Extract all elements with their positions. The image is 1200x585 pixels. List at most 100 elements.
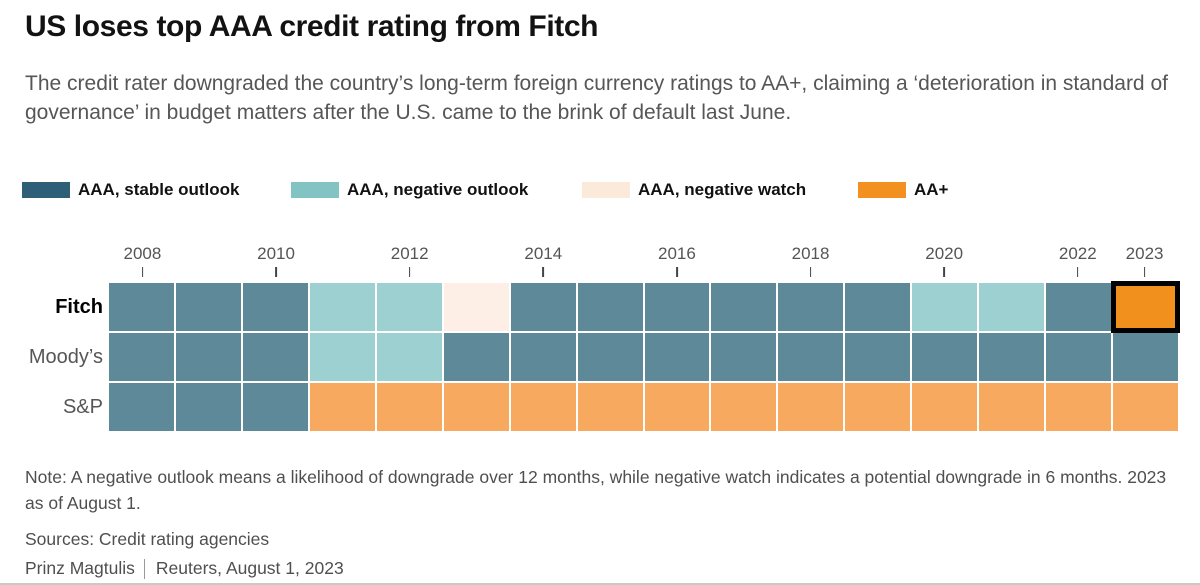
year-label-2023: 2023 xyxy=(1125,244,1164,263)
rating-timeline-heatmap: 2008 2010 2012 2014 2016 2018 2020 2022 2023 Fit… xyxy=(0,240,1200,440)
tick-mark-2012 xyxy=(408,267,411,277)
legend-label-negative-watch: AAA, negative watch xyxy=(638,180,807,199)
rating-cell-sp-2016 xyxy=(644,383,710,431)
rating-cell-fitch-2019 xyxy=(845,283,911,331)
rating-cell-moodys-2023 xyxy=(1113,333,1178,381)
year-label-2010: 2010 xyxy=(257,244,295,263)
tick-mark-2022 xyxy=(1077,267,1079,277)
rating-cell-fitch-2014 xyxy=(510,283,576,331)
year-label-2012: 2012 xyxy=(390,244,429,263)
rating-cell-sp-2012 xyxy=(376,383,442,431)
rating-cell-sp-2014 xyxy=(510,383,576,431)
rating-cell-sp-2015 xyxy=(577,383,643,431)
rating-cell-fitch-2013 xyxy=(443,283,509,331)
rating-cell-moodys-2018 xyxy=(778,333,844,381)
rating-cell-fitch-2012 xyxy=(376,283,442,331)
rating-cell-sp-2009 xyxy=(175,383,241,431)
page-subtitle: The credit rater downgraded the country’… xyxy=(25,72,1168,124)
tick-mark-2020 xyxy=(943,267,945,277)
year-label-2022: 2022 xyxy=(1058,244,1097,263)
rating-cell-moodys-2022 xyxy=(1046,333,1112,381)
axis-tick-2010: 2010 xyxy=(257,240,295,277)
axis-tick-2018: 2018 xyxy=(791,240,830,277)
row-label-fitch: Fitch xyxy=(55,296,103,318)
rating-cell-fitch-2011 xyxy=(309,283,375,331)
rating-cell-fitch-2023-highlighted xyxy=(1111,281,1180,333)
legend-item-aa-plus: AA+ xyxy=(858,180,948,200)
year-label-2018: 2018 xyxy=(791,244,830,263)
tick-mark-2014 xyxy=(542,267,545,277)
rating-cell-fitch-2021 xyxy=(979,283,1045,331)
tick-mark-2016 xyxy=(676,267,678,277)
rating-cell-sp-2021 xyxy=(979,383,1045,431)
axis-tick-2022: 2022 xyxy=(1059,240,1097,277)
rating-cell-sp-2017 xyxy=(711,383,777,431)
rating-cell-sp-2022 xyxy=(1046,383,1112,431)
rating-cell-moodys-2011 xyxy=(309,333,375,381)
rating-cell-sp-2018 xyxy=(778,383,844,431)
rating-cell-fitch-2010 xyxy=(242,283,308,331)
rating-cell-fitch-2017 xyxy=(711,283,777,331)
byline: Prinz Magtulis Reuters, August 1, 2023 xyxy=(25,558,344,579)
legend-swatch-aa-plus xyxy=(858,182,906,198)
legend: AAA, stable outlook AAA, negative outlook… xyxy=(0,180,1200,200)
tick-mark-2018 xyxy=(809,267,812,277)
axis-tick-2012: 2012 xyxy=(391,240,429,277)
rating-cell-sp-2010 xyxy=(242,383,308,431)
legend-item-negative-outlook: AAA, negative outlook xyxy=(291,180,528,200)
rating-cell-sp-2020 xyxy=(912,383,978,431)
tick-mark-2023 xyxy=(1143,267,1146,277)
tick-mark-2008 xyxy=(141,267,144,277)
axis-tick-2020: 2020 xyxy=(925,240,963,277)
rating-cell-fitch-2016 xyxy=(644,283,710,331)
sources-text: Sources: Credit rating agencies xyxy=(25,529,270,549)
rating-grid xyxy=(109,281,1180,431)
rating-cell-moodys-2016 xyxy=(644,333,710,381)
note-text: Note: A negative outlook means a likelih… xyxy=(25,467,1167,513)
legend-swatch-negative-outlook xyxy=(291,182,339,198)
rating-cell-moodys-2019 xyxy=(845,333,911,381)
rating-cell-moodys-2014 xyxy=(510,333,576,381)
rating-cell-sp-2008 xyxy=(109,383,174,431)
tick-mark-2010 xyxy=(275,267,277,277)
legend-label-negative-outlook: AAA, negative outlook xyxy=(347,180,529,199)
rating-cell-moodys-2015 xyxy=(577,333,643,381)
rating-cell-sp-2023 xyxy=(1113,383,1178,431)
row-label-sp: S&P xyxy=(62,396,103,418)
row-label-moodys: Moody’s xyxy=(28,346,103,368)
axis-tick-2014: 2014 xyxy=(524,240,562,277)
rating-cell-sp-2013 xyxy=(443,383,509,431)
byline-credit: Reuters, August 1, 2023 xyxy=(155,558,344,578)
rating-cell-moodys-2012 xyxy=(376,333,442,381)
legend-label-stable: AAA, stable outlook xyxy=(78,180,240,199)
rating-cell-fitch-2022 xyxy=(1046,283,1112,331)
rating-cell-fitch-2020 xyxy=(912,283,978,331)
legend-label-aa-plus: AA+ xyxy=(914,180,949,199)
rating-cell-moodys-2017 xyxy=(711,333,777,381)
rating-cell-fitch-2018 xyxy=(778,283,844,331)
rating-cell-moodys-2010 xyxy=(242,333,308,381)
legend-item-stable: AAA, stable outlook xyxy=(22,180,240,200)
axis-tick-2023: 2023 xyxy=(1126,240,1164,277)
rating-cell-fitch-2015 xyxy=(577,283,643,331)
year-label-2016: 2016 xyxy=(657,244,696,263)
year-label-2014: 2014 xyxy=(524,244,563,263)
year-label-2008: 2008 xyxy=(123,244,162,263)
rating-cell-sp-2019 xyxy=(845,383,911,431)
page-title: US loses top AAA credit rating from Fitc… xyxy=(25,10,599,43)
rating-cell-moodys-2009 xyxy=(175,333,241,381)
legend-swatch-stable xyxy=(22,182,70,198)
rating-cell-moodys-2008 xyxy=(109,333,174,381)
byline-separator xyxy=(143,558,145,579)
rating-cell-moodys-2013 xyxy=(443,333,509,381)
legend-item-negative-watch: AAA, negative watch xyxy=(582,180,806,200)
rating-cell-fitch-2009 xyxy=(175,283,241,331)
axis-tick-2008: 2008 xyxy=(123,240,161,277)
rating-cell-sp-2011 xyxy=(309,383,375,431)
rating-cell-moodys-2021 xyxy=(979,333,1045,381)
bottom-divider xyxy=(0,583,1200,585)
axis-tick-2016: 2016 xyxy=(658,240,696,277)
legend-swatch-negative-watch xyxy=(582,182,630,198)
rating-cell-fitch-2008 xyxy=(109,283,174,331)
